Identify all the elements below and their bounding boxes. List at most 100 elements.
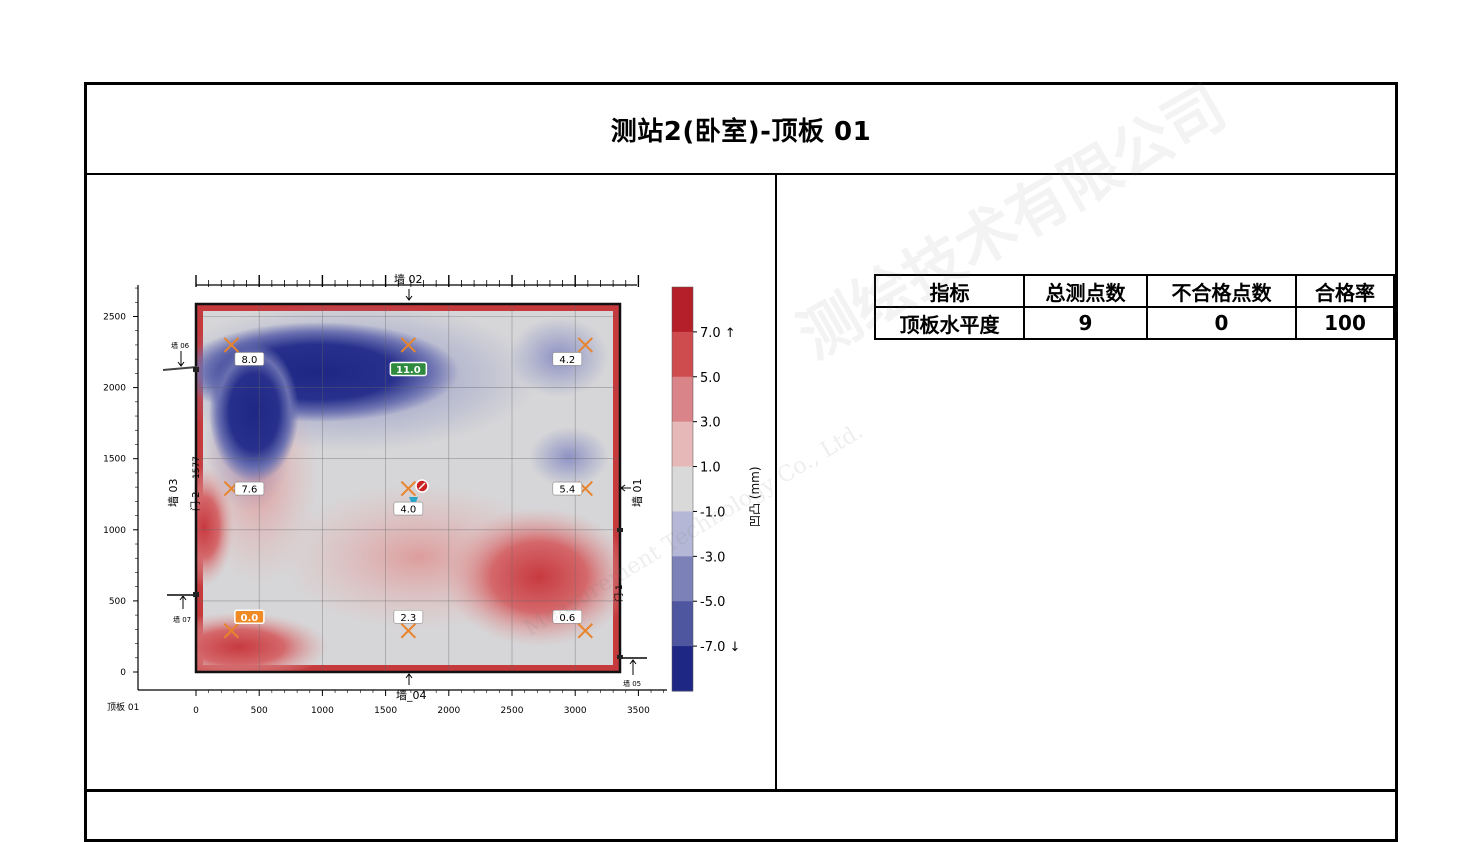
y-tick-label: 500: [109, 597, 126, 607]
stats-table: 指标 总测点数 不合格点数 合格率 顶板水平度 9 0 100: [873, 274, 1395, 340]
measure-point: 2.3: [393, 609, 424, 639]
point-badge: [234, 609, 265, 625]
measure-point: 0.6: [552, 609, 594, 639]
colorbar-tick-label: -5.0: [700, 595, 725, 610]
colorbar-tick-label: 1.0: [700, 461, 721, 476]
point-label: 4.2: [559, 355, 575, 366]
wall-annotations: 墙 02 墙_04 墙 03 墙 01 墙 06 墙 07 墙 05 门 2 1…: [107, 272, 647, 713]
colorbar-segment: [672, 376, 693, 423]
cross-marker: [400, 480, 417, 497]
door-label-right: 门 1: [613, 584, 625, 602]
x-tick-label: 2000: [437, 706, 460, 716]
cross-marker: [223, 337, 240, 353]
column-divider: [775, 173, 777, 791]
x-tick-label: 0: [193, 706, 199, 716]
x-tick-label: 3500: [627, 706, 650, 716]
title-row: 测站2(卧室)-顶板 01: [87, 85, 1395, 175]
cross-marker: [577, 623, 594, 639]
page-title: 测站2(卧室)-顶板 01: [610, 116, 872, 147]
room-outline: [194, 302, 622, 674]
point-badge: [234, 481, 265, 496]
wall-label-left: 墙 03: [166, 479, 180, 508]
report-frame: 测站2(卧室)-顶板 01: [84, 82, 1398, 842]
plot-corner-label: 顶板 01: [107, 701, 139, 713]
flatness-heatmap: 0 500 1000 1500 2000 2500 3000 3500 0 500 1000 1500…: [103, 272, 762, 716]
point-badge: [234, 352, 265, 366]
wall-label-bottom: 墙_04: [396, 688, 427, 702]
point-label: 7.6: [241, 485, 257, 496]
measure-point: 4.0: [393, 480, 424, 516]
colorbar-segment: [672, 331, 693, 378]
point-badge: [552, 609, 583, 624]
wall-label-05: 墙 05: [623, 679, 641, 688]
point-label: 0.6: [559, 613, 575, 624]
point-badge: [552, 352, 583, 366]
colorbar-segment: [672, 421, 693, 468]
x-tick-label: 1500: [374, 706, 397, 716]
cross-marker: [400, 623, 417, 639]
cell-pass-rate: 100: [1295, 306, 1395, 340]
header-failed-points: 不合格点数: [1145, 274, 1298, 308]
x-tick-label: 3000: [564, 706, 587, 716]
y-tick-label: 1000: [103, 526, 126, 536]
point-label: 4.0: [400, 505, 416, 516]
measure-point: 7.6: [223, 480, 265, 497]
plot-axes: 0 500 1000 1500 2000 2500 3000 3500 0 500 1000 1500…: [103, 275, 667, 716]
door-label-left: 门 2: [189, 491, 202, 511]
measure-point: 4.2: [552, 337, 594, 366]
door-width-left: 1577: [192, 456, 202, 479]
y-tick-label: 1500: [103, 455, 126, 465]
colorbar-frame: [671, 286, 694, 692]
point-badge: [552, 481, 583, 496]
measure-point: 5.4: [552, 480, 594, 497]
header-total-points: 总测点数: [1023, 274, 1148, 308]
colorbar-segment: [672, 511, 693, 557]
x-tick-label: 1000: [311, 706, 334, 716]
colorbar-segment: [672, 601, 693, 647]
cross-marker: [400, 337, 417, 353]
wall-label-right: 墙 01: [630, 479, 644, 508]
colorbar-tick-label: -7.0 ↓: [700, 640, 740, 655]
wall-label-07: 墙 07: [173, 615, 191, 624]
cell-total-points: 9: [1023, 306, 1148, 340]
cross-marker: [577, 337, 594, 353]
measure-point: 11.0: [389, 337, 428, 377]
colorbar-segment: [672, 287, 693, 333]
point-label: 0.0: [241, 613, 259, 624]
measure-point: 0.0: [223, 609, 265, 639]
point-label: 8.0: [241, 355, 257, 366]
point-badge: [389, 361, 428, 377]
point-badge: [393, 501, 424, 516]
section-divider: [87, 789, 1395, 792]
colorbar-tick-label: 3.0: [700, 416, 721, 431]
colorbar-tick-label: 5.0: [700, 371, 721, 386]
colorbar-label: 凹凸 (mm): [748, 466, 762, 527]
y-tick-label: 2000: [103, 384, 126, 394]
header-indicator: 指标: [873, 274, 1026, 308]
x-tick-label: 2500: [501, 706, 524, 716]
colorbar-tick-label: 7.0 ↑: [700, 326, 736, 341]
table-row: 顶板水平度 9 0 100: [873, 306, 1395, 340]
x-tick-label: 500: [251, 706, 268, 716]
cell-failed-points: 0: [1145, 306, 1298, 340]
cross-marker: [223, 623, 240, 639]
header-pass-rate: 合格率: [1295, 274, 1395, 308]
y-tick-label: 0: [120, 668, 126, 678]
center-marker: [409, 479, 429, 502]
colorbar-tick-label: -1.0: [700, 505, 725, 520]
measure-points: 8.0 11.0 4.2 7.6 4.0 5.4 0.0 2.3 0.6: [223, 337, 594, 639]
colorbar: 7.0 ↑ 5.0 3.0 1.0 -1.0 -3.0 -5.0 -7.0 ↓: [671, 286, 740, 692]
wall-label-top: 墙 02: [394, 272, 423, 286]
point-label: 5.4: [559, 485, 575, 496]
cell-indicator: 顶板水平度: [873, 306, 1026, 340]
point-label: 2.3: [400, 613, 416, 624]
colorbar-tick-label: -3.0: [700, 550, 725, 565]
wall-label-06: 墙 06: [171, 341, 190, 350]
table-header-row: 指标 总测点数 不合格点数 合格率: [873, 274, 1395, 308]
colorbar-segment: [672, 556, 693, 602]
point-badge: [393, 609, 424, 624]
colorbar-segment: [672, 466, 693, 512]
colorbar-segment: [672, 646, 693, 692]
measure-point: 8.0: [223, 337, 265, 366]
point-label: 11.0: [396, 365, 421, 376]
